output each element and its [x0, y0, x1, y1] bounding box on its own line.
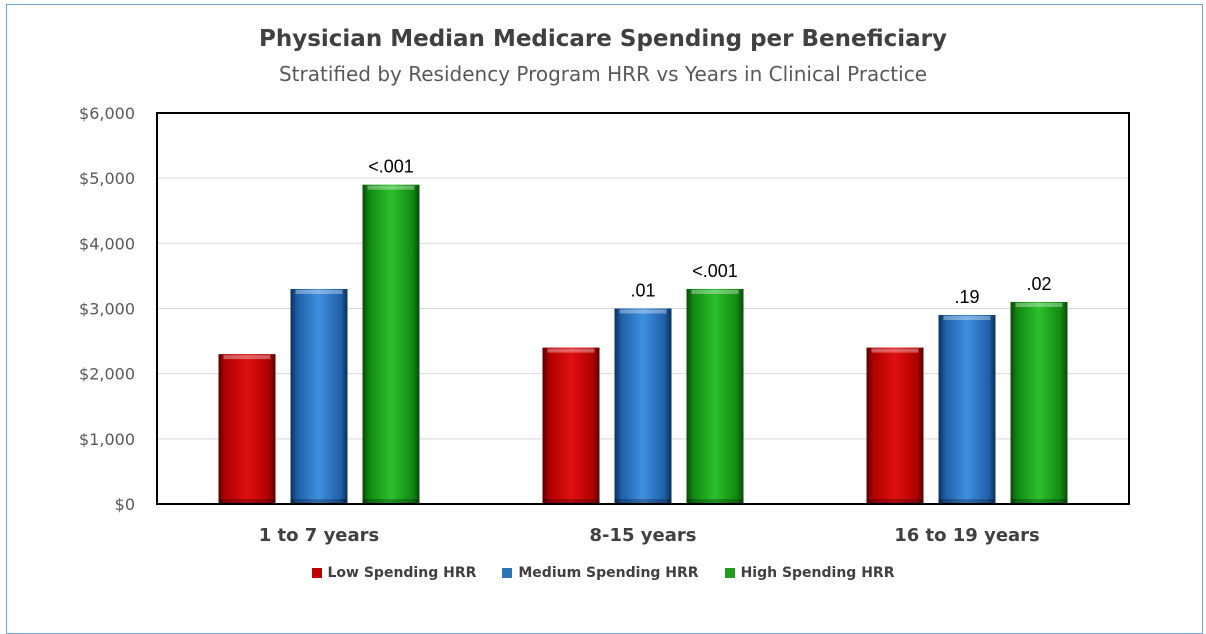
bar: [290, 288, 348, 504]
chart-title: Physician Median Medicare Spending per B…: [258, 26, 948, 52]
legend-item: Low Spending HRR: [311, 565, 477, 581]
x-tick-label: 16 to 19 years: [894, 525, 1040, 546]
bar: [686, 288, 744, 504]
x-tick-label: 8-15 years: [590, 525, 697, 546]
p-value-label: <.001: [692, 261, 738, 281]
legend-swatch: [502, 568, 513, 578]
chart-frame: [6, 4, 1203, 634]
y-tick-label: $2,000: [79, 365, 135, 384]
legend-swatch: [724, 568, 735, 578]
p-value-label: .02: [1026, 274, 1051, 294]
legend: Low Spending HRR Medium Spending HRR High …: [0, 565, 1206, 581]
bar: [614, 308, 672, 504]
plot-area-border: [156, 112, 1130, 505]
y-tick-label: $3,000: [79, 300, 135, 319]
chart-plot: $0 $1,000 $2,000 $3,000 $4,000 $5,000 $6,000 1…: [79, 104, 1130, 546]
p-value-label: <.001: [368, 157, 414, 177]
bar: [218, 354, 276, 504]
legend-swatch: [311, 568, 322, 578]
x-tick-label: 1 to 7 years: [259, 525, 380, 546]
legend-label: Medium Spending HRR: [518, 565, 699, 581]
chart-subtitle: Stratified by Residency Program HRR vs Y…: [278, 62, 928, 86]
bar: [866, 347, 924, 504]
y-tick-label: $4,000: [79, 234, 135, 253]
legend-label: High Spending HRR: [740, 565, 895, 581]
legend-item: Medium Spending HRR: [502, 565, 699, 581]
bar: [362, 184, 420, 504]
p-value-label: .01: [630, 281, 655, 301]
legend-label: Low Spending HRR: [327, 565, 477, 581]
y-tick-label: $5,000: [79, 169, 135, 188]
y-tick-label: $0: [115, 495, 135, 514]
bar: [1010, 301, 1068, 504]
y-tick-label: $1,000: [79, 430, 135, 449]
legend-item: High Spending HRR: [724, 565, 895, 581]
p-value-label: .19: [954, 287, 979, 307]
bar: [542, 347, 600, 504]
y-tick-label: $6,000: [79, 104, 135, 123]
bar: [938, 315, 996, 504]
